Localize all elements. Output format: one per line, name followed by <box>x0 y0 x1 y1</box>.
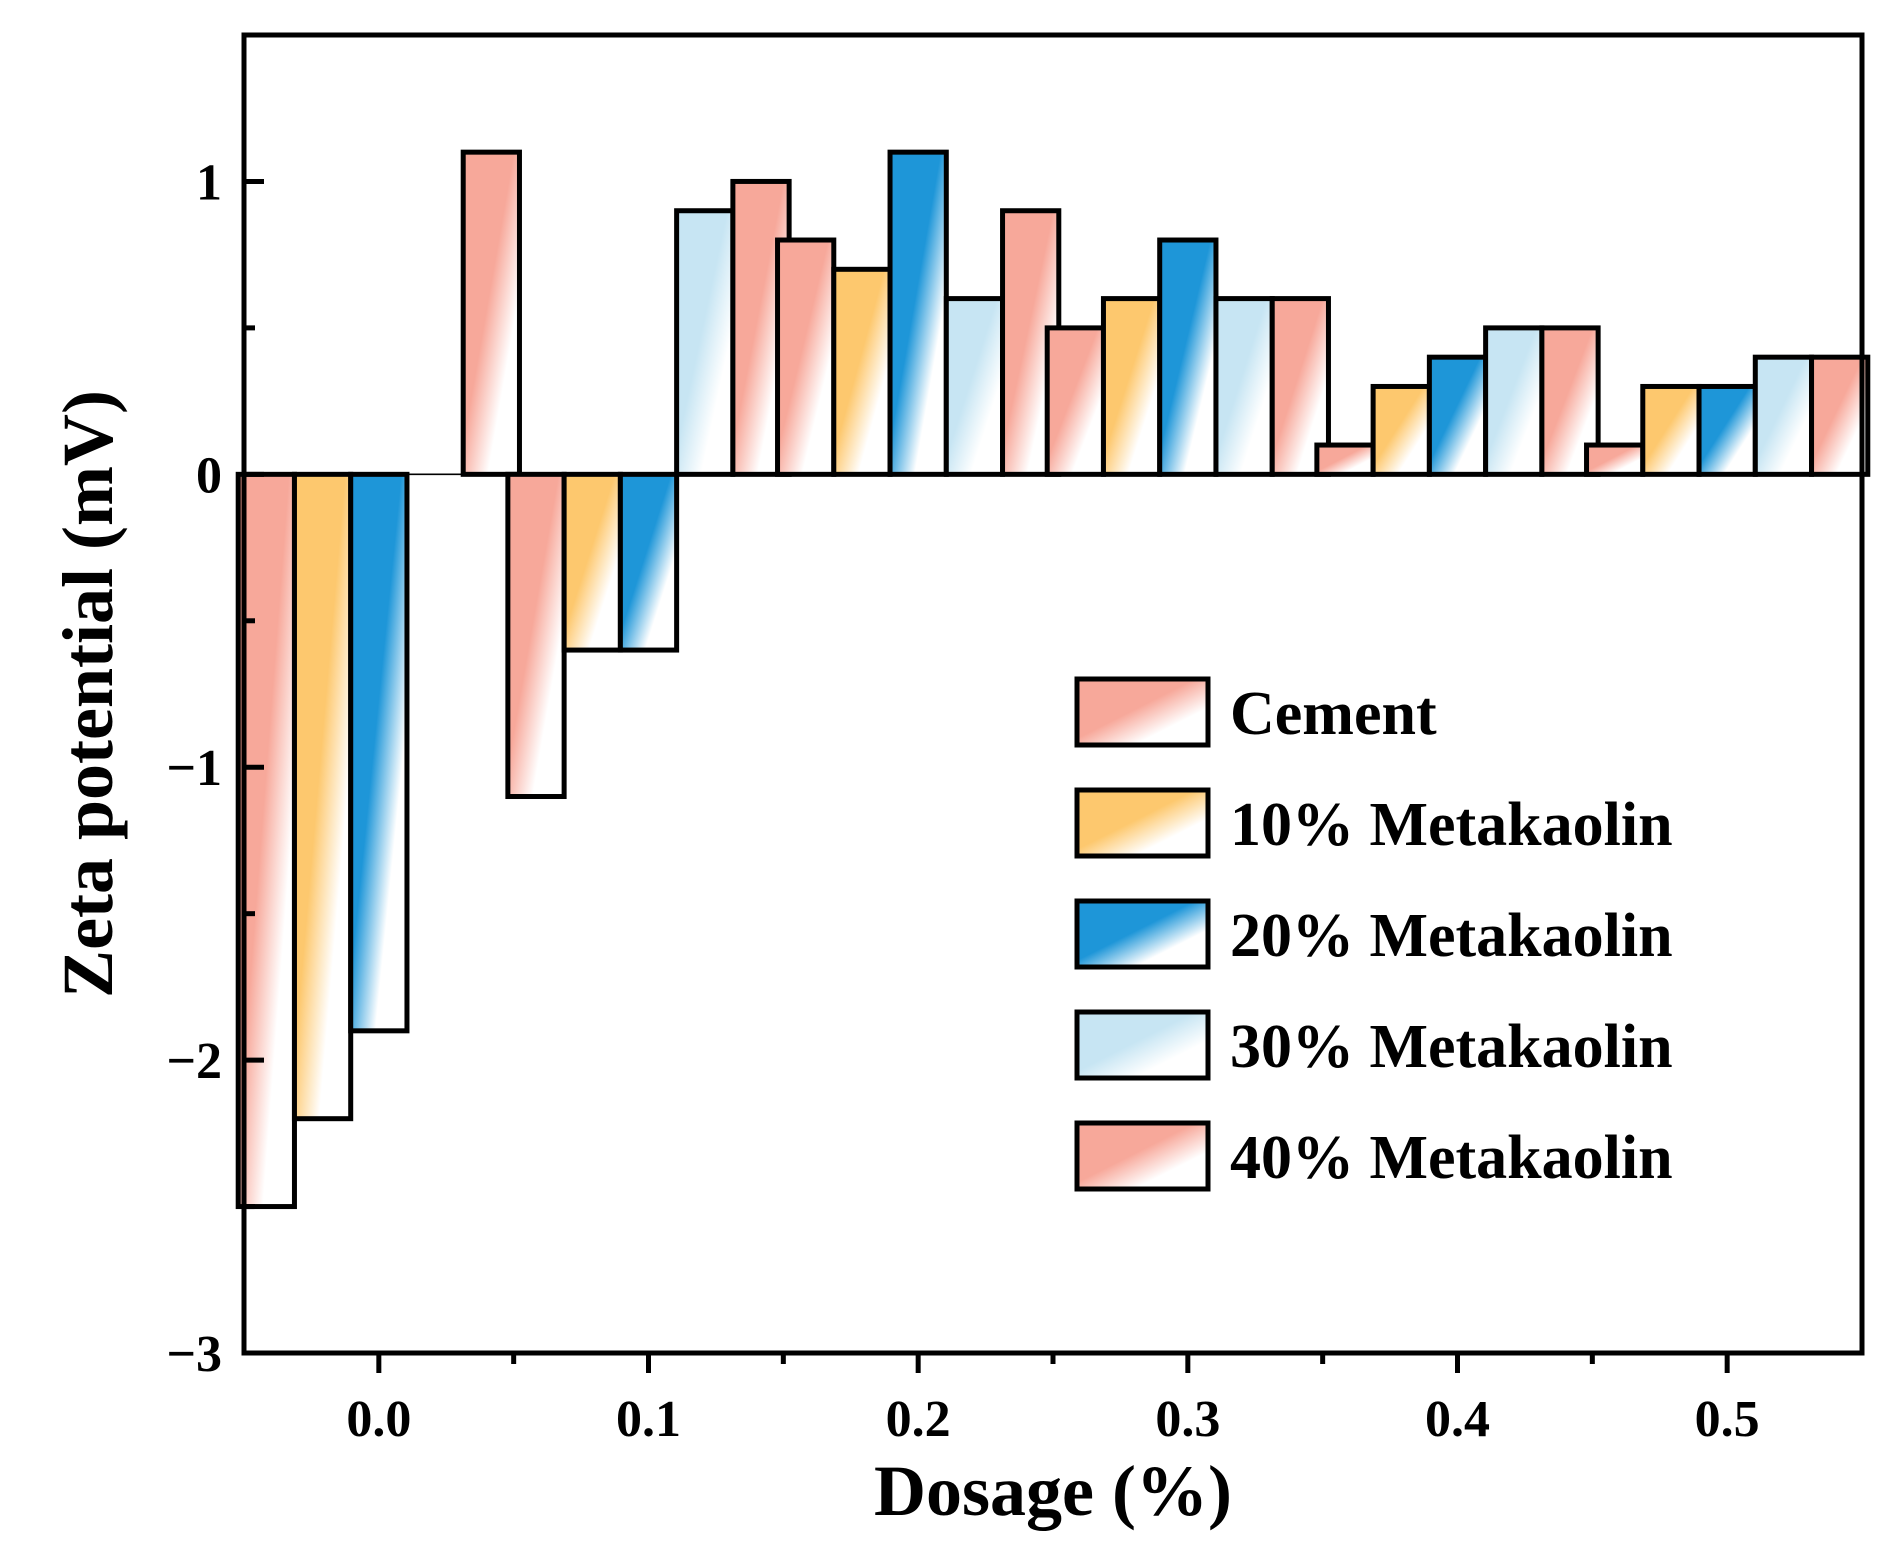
legend-label: Cement <box>1230 680 1437 748</box>
bar <box>1696 383 1758 477</box>
bar <box>887 149 949 477</box>
y-tick-label: −3 <box>166 1326 222 1383</box>
x-tick-label: 0.1 <box>616 1391 681 1448</box>
bar <box>1314 442 1376 477</box>
bar <box>1584 442 1646 477</box>
bar <box>1483 325 1545 477</box>
bar <box>617 471 680 653</box>
bar <box>1426 354 1489 477</box>
legend: Cement 10% Metakaolin 20% Metakaolin 30% Me… <box>1074 676 1673 1192</box>
ticks-layer <box>244 178 1730 1373</box>
y-tick-label: 1 <box>196 154 222 211</box>
bar <box>291 471 354 1122</box>
legend-swatch <box>1074 1009 1211 1081</box>
legend-swatch <box>1074 787 1211 859</box>
bar <box>831 266 893 477</box>
bar <box>775 237 837 477</box>
y-axis-title: Zeta potential (mV) <box>48 390 128 998</box>
bar <box>943 296 1006 477</box>
bar <box>1809 354 1871 477</box>
bar <box>674 208 736 477</box>
legend-label: 40% Metakaolin <box>1230 1124 1673 1192</box>
bar <box>348 471 410 1034</box>
x-tick-labels: 0.0 0.1 0.2 0.3 0.4 0.5 <box>346 1391 1759 1448</box>
bar <box>1752 354 1815 477</box>
bar <box>561 471 623 653</box>
bar <box>235 471 297 1210</box>
legend-label: 30% Metakaolin <box>1230 1013 1673 1081</box>
bar <box>505 471 567 800</box>
legend-label: 20% Metakaolin <box>1230 902 1673 970</box>
y-tick-labels: −3 −2 −1 0 1 <box>166 154 222 1383</box>
bar <box>1213 296 1275 477</box>
bar <box>460 149 522 477</box>
x-tick-label: 0.2 <box>886 1391 951 1448</box>
x-tick-label: 0.0 <box>346 1391 411 1448</box>
legend-swatch <box>1074 1120 1211 1192</box>
bar <box>1100 296 1163 477</box>
x-axis-title: Dosage (%) <box>874 1451 1232 1531</box>
y-tick-label: 0 <box>196 447 222 504</box>
x-tick-label: 0.3 <box>1155 1391 1220 1448</box>
y-tick-label: −1 <box>166 740 222 797</box>
y-tick-label: −2 <box>166 1033 222 1090</box>
bar <box>1157 237 1219 477</box>
bar <box>1640 383 1702 477</box>
bar <box>1370 383 1432 477</box>
bar <box>1044 325 1106 477</box>
legend-swatch <box>1074 898 1211 970</box>
legend-label: 10% Metakaolin <box>1230 791 1673 859</box>
legend-swatch <box>1074 676 1211 748</box>
x-tick-label: 0.4 <box>1425 1391 1490 1448</box>
x-tick-label: 0.5 <box>1695 1391 1760 1448</box>
